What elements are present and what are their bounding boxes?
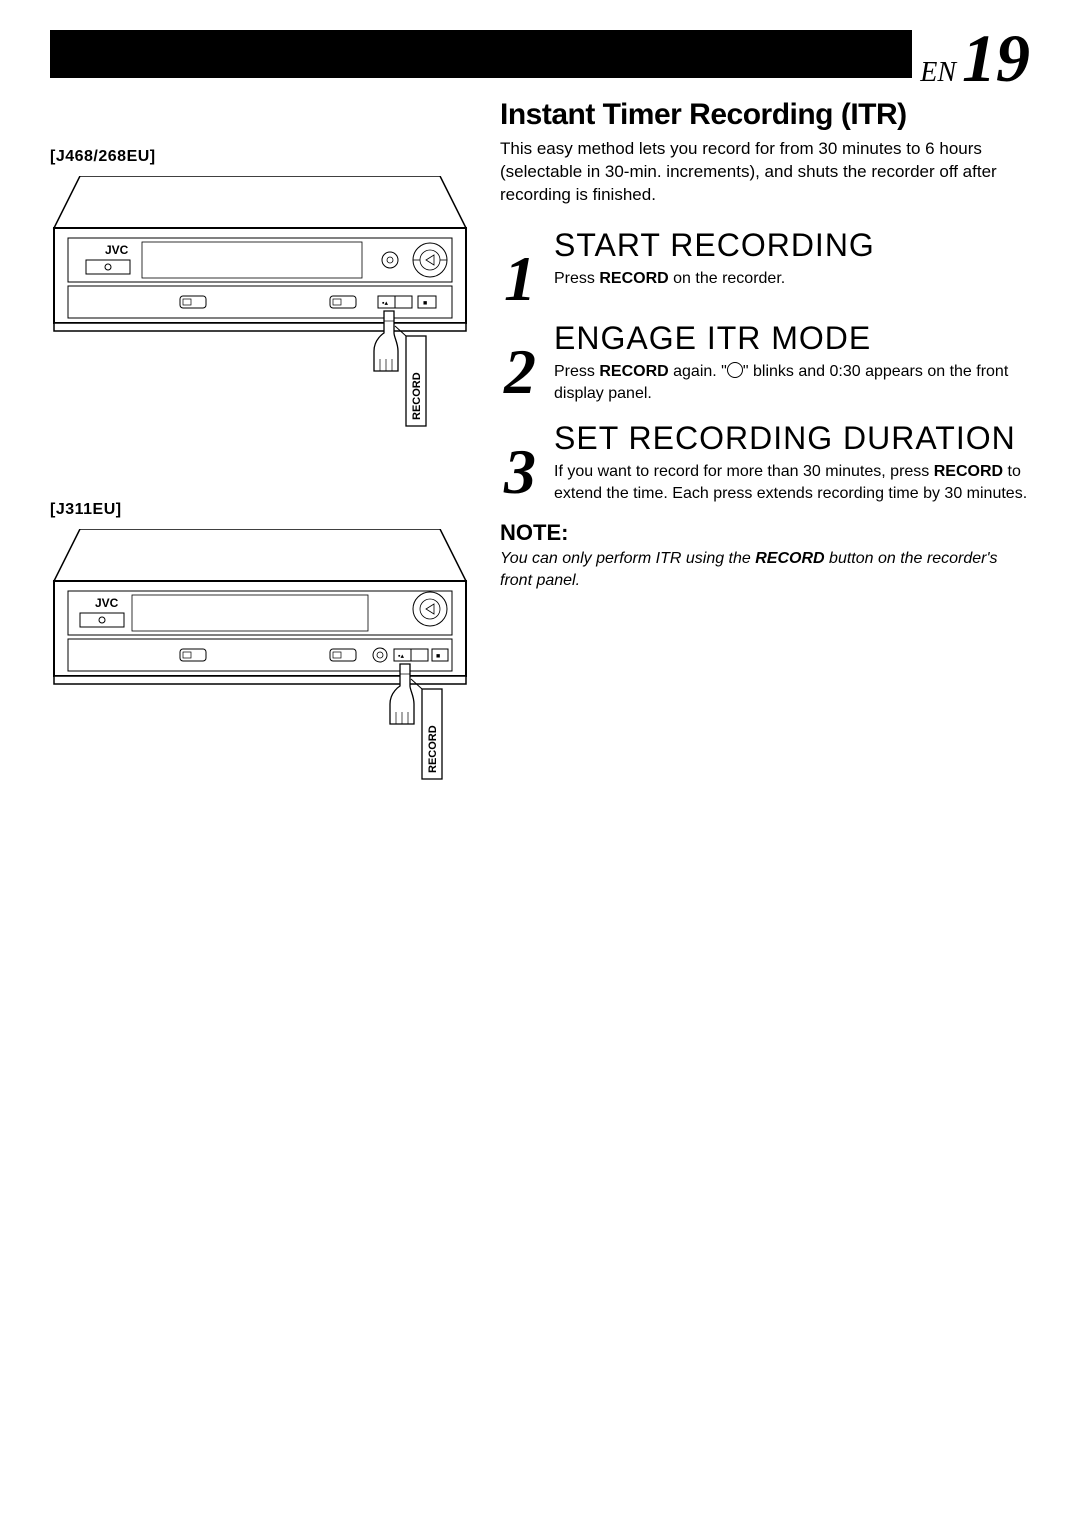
step-number: 2 xyxy=(500,346,540,397)
svg-text:▪▴: ▪▴ xyxy=(398,653,404,660)
step-number: 3 xyxy=(500,446,540,497)
vcr-diagram-2: JVC xyxy=(50,529,470,814)
note-title: NOTE: xyxy=(500,520,1030,546)
record-label: RECORD xyxy=(427,725,439,773)
step-text: Press RECORD again. "" blinks and 0:30 a… xyxy=(554,361,1030,404)
svg-text:■: ■ xyxy=(436,653,440,660)
content-columns: [J468/268EU] JVC xyxy=(50,98,1030,854)
header-bar: EN 19 xyxy=(50,30,1030,78)
manual-page: EN 19 [J468/268EU] JVC xyxy=(0,0,1080,1526)
vcr-illustration-2: JVC xyxy=(50,529,470,809)
vcr-illustration-1: JVC xyxy=(50,176,470,456)
step-body: SET RECORDING DURATION If you want to re… xyxy=(554,420,1030,504)
right-column: Instant Timer Recording (ITR) This easy … xyxy=(500,98,1030,854)
step-text: Press RECORD on the recorder. xyxy=(554,268,1030,290)
brand-label: JVC xyxy=(95,596,119,610)
vcr-diagram-1: JVC xyxy=(50,176,470,461)
step-body: ENGAGE ITR MODE Press RECORD again. "" b… xyxy=(554,320,1030,404)
svg-text:▪▴: ▪▴ xyxy=(382,300,388,307)
page-indicator: EN 19 xyxy=(912,24,1030,92)
step-text: If you want to record for more than 30 m… xyxy=(554,461,1030,504)
step-title: ENGAGE ITR MODE xyxy=(554,320,1030,357)
record-label: RECORD xyxy=(411,372,423,420)
section-title: Instant Timer Recording (ITR) xyxy=(500,98,1030,132)
lang-label: EN xyxy=(920,57,956,89)
brand-label: JVC xyxy=(105,243,129,257)
step-number: 1 xyxy=(500,253,540,304)
step-body: START RECORDING Press RECORD on the reco… xyxy=(554,227,1030,290)
step-2: 2 ENGAGE ITR MODE Press RECORD again. ""… xyxy=(500,320,1030,404)
step-1: 1 START RECORDING Press RECORD on the re… xyxy=(500,227,1030,304)
step-title: START RECORDING xyxy=(554,227,1030,264)
record-circle-icon xyxy=(727,362,743,378)
note-text: You can only perform ITR using the RECOR… xyxy=(500,548,1030,591)
left-column: [J468/268EU] JVC xyxy=(50,98,470,854)
model-label-1: [J468/268EU] xyxy=(50,148,470,166)
model-label-2: [J311EU] xyxy=(50,501,470,519)
step-3: 3 SET RECORDING DURATION If you want to … xyxy=(500,420,1030,504)
svg-text:■: ■ xyxy=(423,300,427,307)
page-number: 19 xyxy=(962,24,1030,92)
step-title: SET RECORDING DURATION xyxy=(554,420,1030,457)
intro-text: This easy method lets you record for fro… xyxy=(500,138,1030,207)
